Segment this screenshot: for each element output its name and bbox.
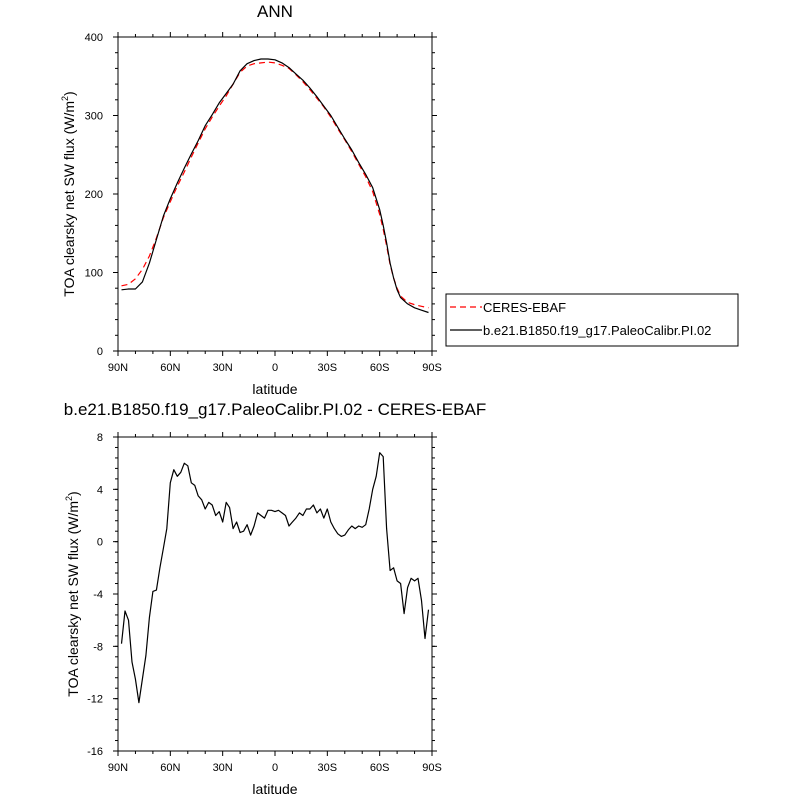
top-y-label-sup: 2 <box>60 96 70 101</box>
bottom-x-axis-label: latitude <box>252 781 297 797</box>
top-y-tick-label-1: 100 <box>85 268 103 280</box>
bottom-chart-axes: 90N 60N 30N 0 30S 60S 90S -16 -12 -8 -4 0 4 8 <box>87 432 442 774</box>
bottom-y-label-close: ) <box>65 491 81 496</box>
legend-label-ceres: CERES-EBAF <box>483 300 566 315</box>
top-y-label-main: TOA clearsky net SW flux (W/m <box>61 101 77 297</box>
top-y-axis-label: TOA clearsky net SW flux (W/m2) <box>60 91 77 296</box>
bottom-y-tick-label-6: 8 <box>97 432 103 444</box>
bottom-x-tick-label-6: 90S <box>422 762 442 774</box>
bottom-chart: b.e21.B1850.f19_g17.PaleoCalibr.PI.02 - … <box>64 400 486 797</box>
bottom-x-tick-label-2: 30N <box>213 762 233 774</box>
bottom-x-tick-label-1: 60N <box>160 762 180 774</box>
bottom-y-tick-label-4: 0 <box>97 537 103 549</box>
top-y-tick-label-0: 0 <box>97 346 103 358</box>
top-x-tick-label-4: 30S <box>318 362 338 374</box>
top-series-line-1 <box>121 58 429 314</box>
legend-label-model: b.e21.B1850.f19_g17.PaleoCalibr.PI.02 <box>483 323 711 338</box>
top-plot-frame <box>117 36 433 352</box>
legend-box <box>445 293 739 347</box>
bottom-y-label-sup: 2 <box>64 496 74 501</box>
bottom-y-tick-label-0: -16 <box>87 746 103 758</box>
bottom-y-tick-label-3: -4 <box>93 589 103 601</box>
bottom-y-tick-label-1: -12 <box>87 694 103 706</box>
top-y-tick-label-2: 200 <box>85 189 103 201</box>
bottom-plot-frame <box>117 436 433 752</box>
top-series-line-0 <box>121 61 429 309</box>
bottom-x-tick-label-4: 30S <box>318 762 338 774</box>
top-x-tick-label-0: 90N <box>108 362 128 374</box>
top-y-tick-label-4: 400 <box>85 32 103 44</box>
top-chart-title: ANN <box>257 2 293 21</box>
bottom-x-tick-label-0: 90N <box>108 762 128 774</box>
top-x-tick-label-5: 60S <box>370 362 390 374</box>
top-x-tick-label-6: 90S <box>422 362 442 374</box>
top-y-label-close: ) <box>61 91 77 96</box>
top-chart-axes: 90N 60N 30N 0 30S 60S 90S 0 100 200 300 400 <box>85 32 442 374</box>
bottom-y-axis-label: TOA clearsky net SW flux (W/m2) <box>64 491 81 696</box>
top-chart-series <box>121 58 429 314</box>
top-x-axis-label: latitude <box>252 381 297 397</box>
bottom-x-tick-label-3: 0 <box>272 762 278 774</box>
top-chart: ANN 90N 60N 30N 0 30S 60S 90S 0 100 200 300 400 lat… <box>60 2 739 397</box>
bottom-chart-title: b.e21.B1850.f19_g17.PaleoCalibr.PI.02 - … <box>64 400 486 419</box>
bottom-y-tick-label-2: -8 <box>93 641 103 653</box>
bottom-x-tick-label-5: 60S <box>370 762 390 774</box>
bottom-series-line-0 <box>120 452 430 704</box>
top-legend: CERES-EBAF b.e21.B1850.f19_g17.PaleoCali… <box>445 293 739 347</box>
bottom-chart-series <box>120 452 430 704</box>
top-x-tick-label-3: 0 <box>272 362 278 374</box>
top-x-tick-label-2: 30N <box>213 362 233 374</box>
top-y-tick-label-3: 300 <box>85 111 103 123</box>
bottom-y-tick-label-5: 4 <box>97 484 103 496</box>
bottom-y-label-main: TOA clearsky net SW flux (W/m <box>65 501 81 697</box>
top-x-tick-label-1: 60N <box>160 362 180 374</box>
